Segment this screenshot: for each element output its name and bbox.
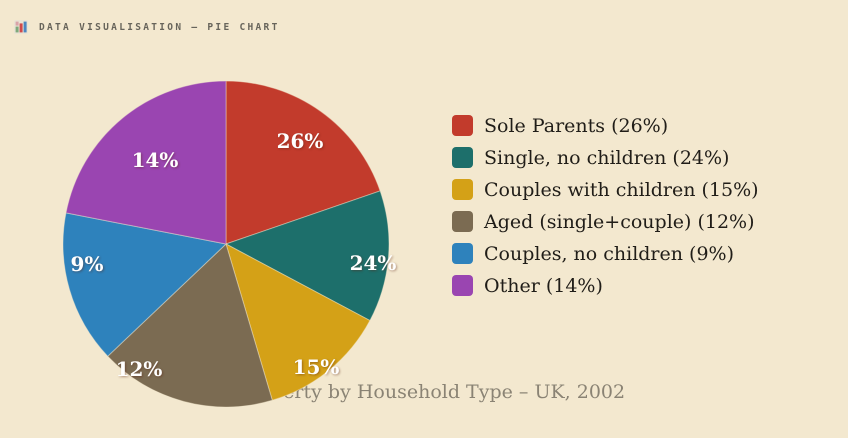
legend-label-3: Aged (single+couple) (12%) xyxy=(484,210,755,233)
pie-slice-4 xyxy=(63,212,228,357)
pie-slice-2 xyxy=(225,242,371,401)
legend-item-4: Couples, no children (9%) xyxy=(452,242,759,265)
legend-item-5: Other (14%) xyxy=(452,274,759,297)
legend-swatch-5 xyxy=(452,275,473,296)
legend-swatch-3 xyxy=(452,211,473,232)
chart-title: Poverty by Household Type – UK, 2002 xyxy=(249,381,626,403)
window-header: DATA VISUALISATION — PIE CHART xyxy=(14,20,280,34)
pie-chart xyxy=(63,81,389,407)
pie-slice-1 xyxy=(224,190,389,322)
legend-item-1: Single, no children (24%) xyxy=(452,146,759,169)
legend-item-2: Couples with children (15%) xyxy=(452,178,759,201)
pie-slice-label-4: 9% xyxy=(70,252,104,276)
bar-chart-icon xyxy=(14,20,28,34)
legend-item-0: Sole Parents (26%) xyxy=(452,114,759,137)
pie-slice-3 xyxy=(107,243,273,407)
legend-label-5: Other (14%) xyxy=(484,274,603,297)
legend-swatch-0 xyxy=(452,115,473,136)
pie-slice-5 xyxy=(65,81,227,245)
pie-slice-label-3: 12% xyxy=(115,357,163,381)
legend-swatch-2 xyxy=(452,179,473,200)
legend-swatch-4 xyxy=(452,243,473,264)
page-title: DATA VISUALISATION — PIE CHART xyxy=(39,21,280,33)
legend-label-0: Sole Parents (26%) xyxy=(484,114,669,137)
pie-slice-0 xyxy=(225,81,381,245)
legend-label-1: Single, no children (24%) xyxy=(484,146,730,169)
pie-slice-label-0: 26% xyxy=(276,129,324,153)
legend-label-4: Couples, no children (9%) xyxy=(484,242,735,265)
legend-label-2: Couples with children (15%) xyxy=(484,178,759,201)
legend-item-3: Aged (single+couple) (12%) xyxy=(452,210,759,233)
legend: Sole Parents (26%) Single, no children (2… xyxy=(452,114,759,297)
pie-slice-label-1: 24% xyxy=(349,251,397,275)
pie-slice-label-2: 15% xyxy=(292,355,340,379)
legend-swatch-1 xyxy=(452,147,473,168)
pie-slice-label-5: 14% xyxy=(131,148,179,172)
